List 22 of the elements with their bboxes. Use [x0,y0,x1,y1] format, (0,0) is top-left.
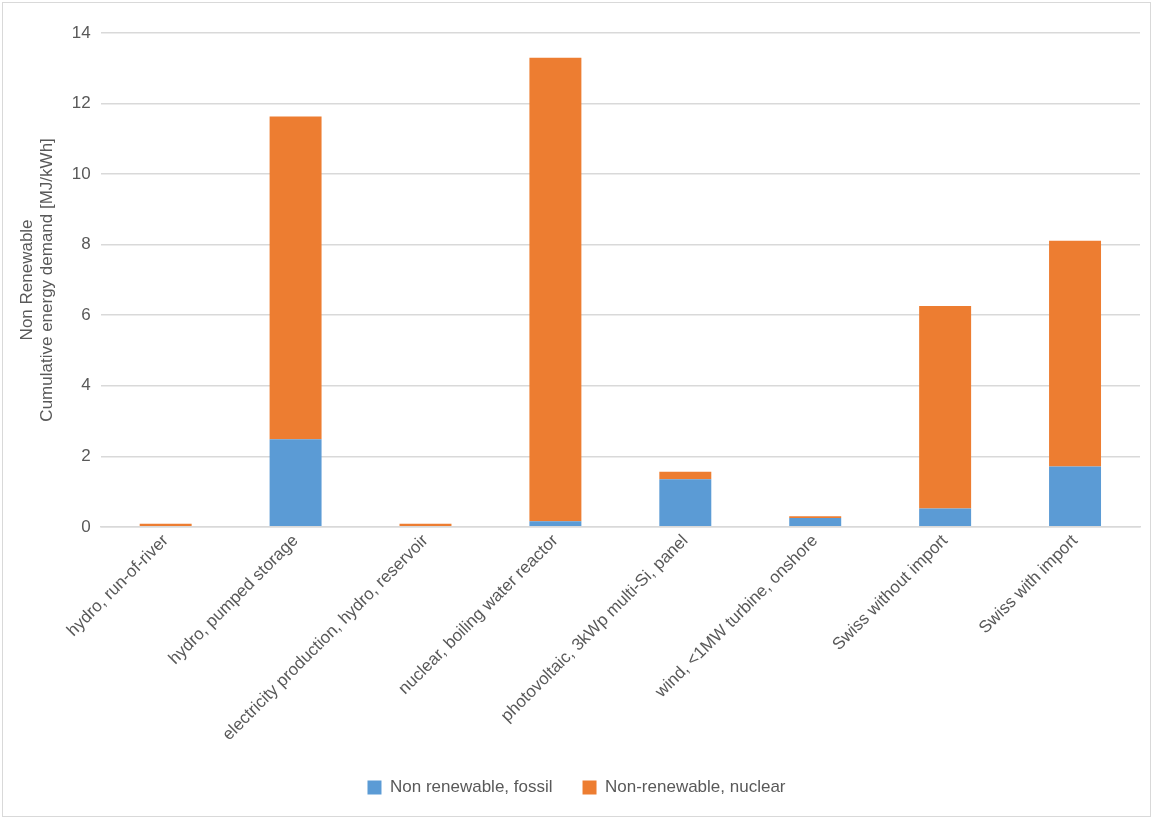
bar [1049,466,1102,527]
bar [919,306,972,509]
y-tick-label: 4 [81,375,91,395]
y-tick-label: 12 [71,93,91,113]
legend-label: Non-renewable, nuclear [605,777,786,797]
y-tick-label: 6 [81,304,91,324]
bar [269,439,322,527]
y-tick-label: 2 [81,445,91,465]
bar [1049,240,1102,467]
y-tick-label: 0 [81,516,91,536]
bar [269,116,322,440]
bar [789,518,842,527]
bar [919,508,972,527]
bar [659,471,712,480]
y-tick-label: 8 [81,234,91,254]
bar [659,479,712,527]
bar [529,521,582,527]
y-tick-label: 10 [71,163,91,183]
bar [529,57,582,522]
y-tick-label: 14 [71,22,91,42]
y-axis-title: Non Renewable Cumulative energy demand [MJ/kWh] [16,138,57,422]
legend-label: Non renewable, fossil [389,777,553,797]
